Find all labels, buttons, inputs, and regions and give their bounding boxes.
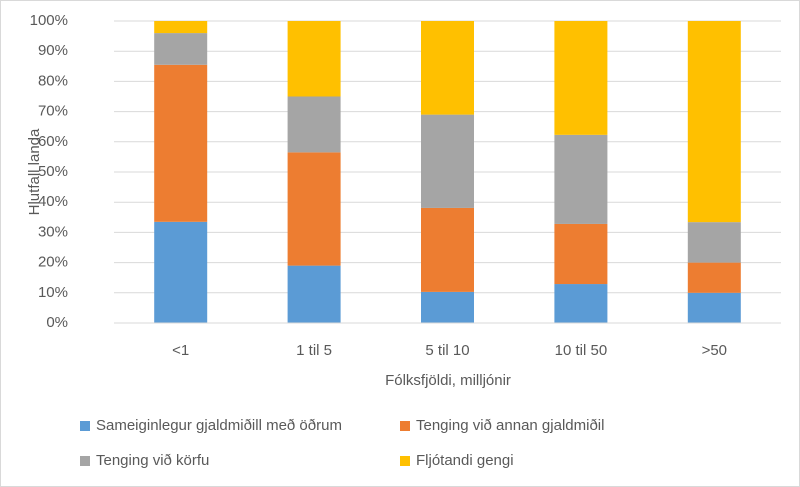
y-tick-label: 70%	[38, 103, 68, 120]
legend-label: Sameiginlegur gjaldmiðill með öðrum	[96, 417, 342, 434]
bar-segment	[287, 21, 341, 97]
x-tick-label: 10 til 50	[555, 342, 608, 359]
bar-segment	[421, 21, 474, 115]
legend-swatch	[80, 456, 90, 466]
y-tick-label: 90%	[38, 42, 68, 59]
y-tick-label: 0%	[46, 314, 68, 331]
bar-segment	[287, 265, 341, 323]
x-tick-label: <1	[172, 342, 189, 359]
bar-segment	[687, 292, 741, 323]
bar-segment	[287, 96, 341, 153]
bar-segment	[421, 114, 474, 208]
bar-segment	[154, 33, 208, 65]
bar-segment	[554, 284, 608, 323]
y-tick-label: 40%	[38, 193, 68, 210]
bar-segment	[287, 152, 341, 266]
x-tick-label: >50	[702, 342, 727, 359]
y-tick-label: 20%	[38, 254, 68, 271]
bar-segment	[554, 223, 608, 285]
y-tick-label: 30%	[38, 223, 68, 240]
legend-swatch	[80, 421, 90, 431]
legend-swatch	[400, 456, 410, 466]
y-tick-label: 100%	[30, 12, 68, 29]
y-tick-label: 80%	[38, 72, 68, 89]
bar-segment	[421, 291, 474, 323]
x-axis-title: Fólksfjöldi, milljónir	[385, 372, 511, 389]
bar-segment	[687, 222, 741, 263]
y-tick-label: 60%	[38, 133, 68, 150]
bar-segment	[421, 207, 474, 292]
y-axis-title: Hlutfall landa	[26, 128, 43, 215]
y-tick-label: 10%	[38, 284, 68, 301]
x-tick-label: 5 til 10	[425, 342, 469, 359]
legend-label: Tenging við körfu	[96, 452, 209, 469]
legend-swatch	[400, 421, 410, 431]
bar-segment	[687, 262, 741, 293]
bar-segment	[554, 21, 608, 135]
bar-segment	[154, 64, 208, 222]
legend-label: Fljótandi gengi	[416, 452, 514, 469]
bar-segment	[687, 21, 741, 223]
bar-segment	[154, 221, 208, 323]
bar-segment	[154, 21, 208, 34]
x-tick-label: 1 til 5	[296, 342, 332, 359]
y-tick-label: 50%	[38, 163, 68, 180]
legend-label: Tenging við annan gjaldmiðil	[416, 417, 604, 434]
bar-segment	[554, 134, 608, 224]
